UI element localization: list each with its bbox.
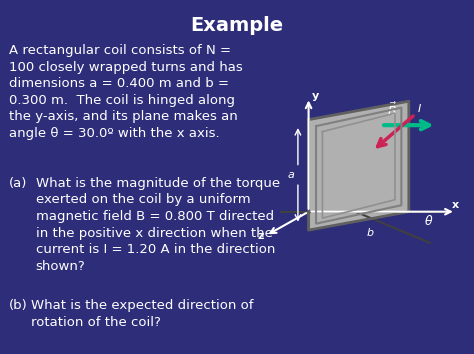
Text: What is the magnitude of the torque
exerted on the coil by a uniform
magnetic fi: What is the magnitude of the torque exer… (36, 177, 280, 273)
Text: (b): (b) (9, 299, 27, 312)
Text: A rectangular coil consists of N =
100 closely wrapped turns and has
dimensions : A rectangular coil consists of N = 100 c… (9, 44, 242, 140)
Text: y: y (312, 91, 319, 101)
Text: (a): (a) (9, 177, 27, 190)
Text: x: x (451, 200, 459, 210)
Polygon shape (309, 101, 409, 230)
Text: $\theta$: $\theta$ (424, 213, 433, 228)
Text: b: b (366, 228, 374, 238)
Text: Example: Example (191, 16, 283, 35)
Text: What is the expected direction of
rotation of the coil?: What is the expected direction of rotati… (31, 299, 253, 329)
Text: a: a (287, 170, 294, 180)
Text: z: z (257, 231, 264, 241)
Text: I: I (418, 104, 420, 114)
Text: $\vec{B}$: $\vec{B}$ (387, 102, 397, 119)
